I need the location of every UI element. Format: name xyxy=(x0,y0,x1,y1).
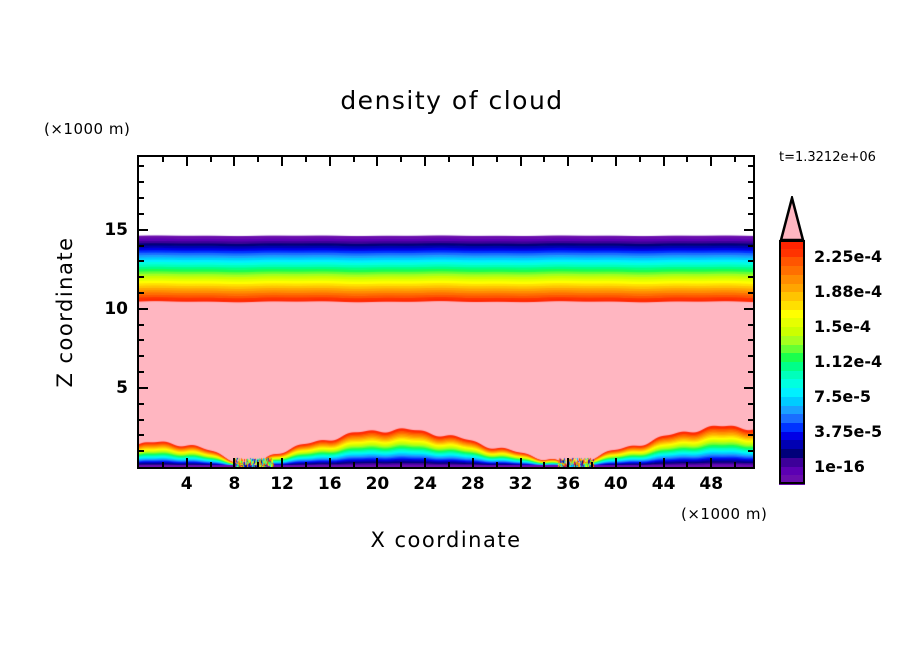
colorbar-tick-label: 1.5e-4 xyxy=(814,317,871,336)
colorbar-tick-label: 3.75e-5 xyxy=(814,422,882,441)
x-tick-label: 40 xyxy=(596,474,636,494)
colorbar xyxy=(779,240,805,484)
colorbar-tick-label: 7.5e-5 xyxy=(814,387,871,406)
y-tick-label: 10 xyxy=(88,299,128,319)
x-tick-label: 24 xyxy=(405,474,445,494)
colorbar-band xyxy=(779,475,805,484)
x-tick-label: 8 xyxy=(214,474,254,494)
colorbar-tick-label: 1.12e-4 xyxy=(814,352,882,371)
x-tick-label: 28 xyxy=(453,474,493,494)
x-tick-label: 44 xyxy=(644,474,684,494)
colorbar-tick-label: 1.88e-4 xyxy=(814,282,882,301)
y-axis-unit-label: (×1000 m) xyxy=(44,120,130,138)
x-tick-label: 48 xyxy=(691,474,731,494)
colorbar-tick-label: 1e-16 xyxy=(814,457,865,476)
y-tick-label: 5 xyxy=(88,378,128,398)
y-tick-label: 15 xyxy=(88,220,128,240)
x-tick-label: 16 xyxy=(310,474,350,494)
y-axis-title: Z coordinate xyxy=(53,232,77,392)
contour-plot-area xyxy=(137,155,755,469)
time-annotation: t=1.3212e+06 xyxy=(779,150,876,165)
colorbar-over-arrow xyxy=(779,196,805,242)
x-axis-unit-label: (×1000 m) xyxy=(681,505,767,523)
x-axis-title: X coordinate xyxy=(137,528,755,552)
x-tick-label: 4 xyxy=(167,474,207,494)
x-tick-label: 32 xyxy=(501,474,541,494)
x-tick-label: 36 xyxy=(548,474,588,494)
chart-title: density of cloud xyxy=(0,86,904,115)
x-tick-label: 12 xyxy=(262,474,302,494)
contour-field xyxy=(139,157,753,467)
colorbar-tick-label: 2.25e-4 xyxy=(814,247,882,266)
x-tick-label: 20 xyxy=(357,474,397,494)
